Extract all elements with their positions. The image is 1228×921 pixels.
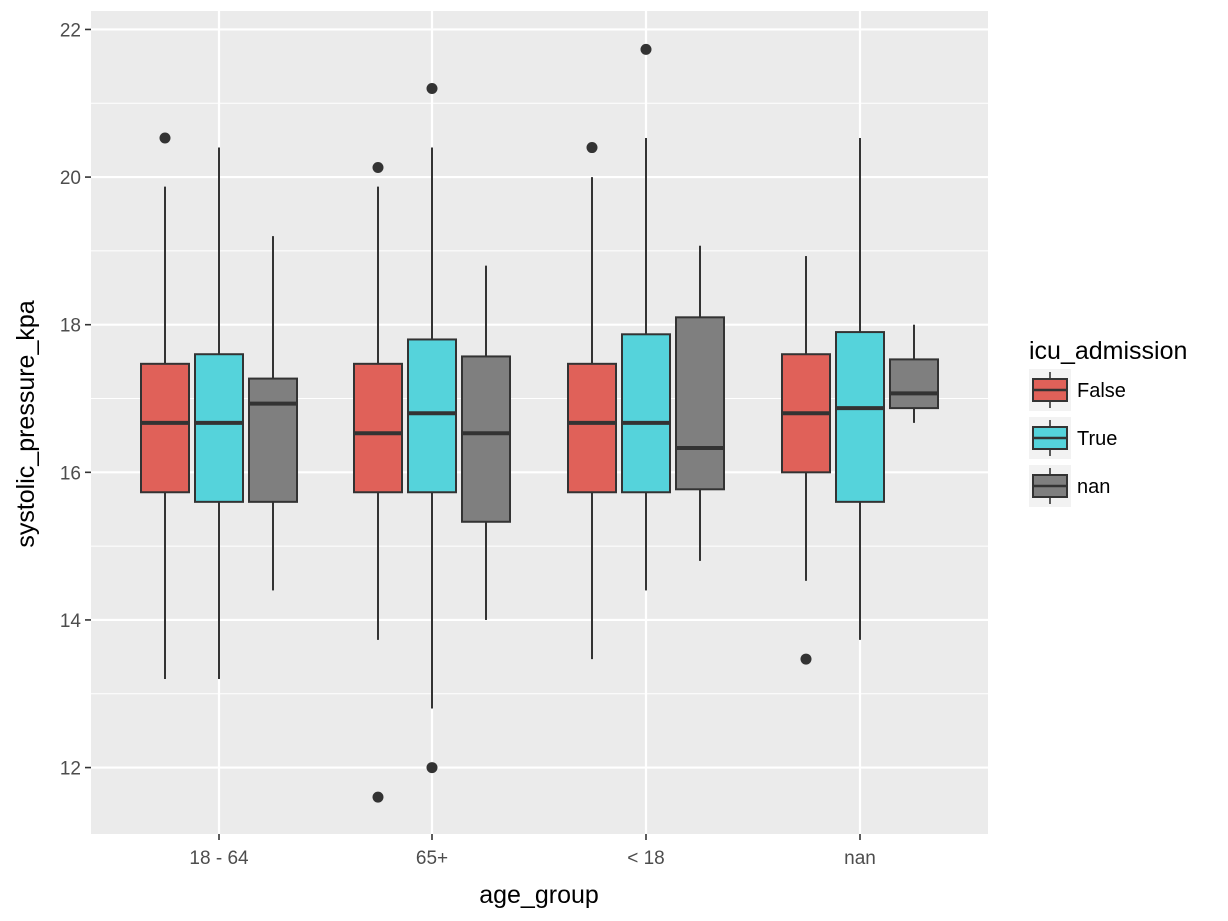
x-tick-label: nan	[844, 848, 876, 869]
box-False-nan	[781, 256, 831, 665]
box-body	[407, 338, 457, 494]
box-False-< 18	[567, 142, 617, 660]
x-tick-label: 65+	[416, 848, 448, 869]
box-nan-65+	[461, 265, 511, 620]
box-nan-18 - 64	[248, 236, 298, 591]
box-body	[140, 362, 190, 494]
boxes	[140, 43, 939, 803]
box-nan-nan	[889, 324, 939, 423]
x-axis-title: age_group	[479, 881, 599, 909]
y-axis-title: systolic_pressure_kpa	[12, 300, 40, 547]
legend-label: nan	[1077, 476, 1110, 498]
legend-label: True	[1077, 428, 1117, 450]
box-body	[461, 355, 511, 523]
outlier-point	[159, 132, 171, 144]
axes: 12 14 16 18 20 22 18 - 64 65+ < 18 nan	[60, 20, 876, 869]
legend: icu_admission False True nan	[1029, 337, 1187, 507]
box-body	[675, 316, 725, 491]
box-body	[567, 362, 617, 494]
y-tick-label: 20	[60, 168, 81, 189]
outlier-point	[800, 653, 812, 665]
box-body	[621, 333, 671, 494]
box-True-< 18	[621, 43, 671, 591]
outlier-point	[640, 43, 652, 55]
box-False-65+	[353, 161, 403, 803]
box-body	[889, 358, 939, 410]
box-body	[353, 362, 403, 494]
y-tick-label: 14	[60, 611, 82, 632]
y-tick-label: 18	[60, 316, 81, 337]
legend-title: icu_admission	[1029, 337, 1187, 365]
box-True-18 - 64	[194, 147, 244, 679]
box-body	[835, 331, 885, 503]
outlier-point	[426, 762, 438, 774]
outlier-point	[586, 142, 598, 154]
x-tick-label: < 18	[627, 848, 665, 869]
box-body	[248, 377, 298, 503]
box-True-65+	[407, 83, 457, 774]
y-tick-label: 12	[60, 759, 81, 780]
y-tick-label: 22	[60, 20, 81, 41]
box-body	[194, 353, 244, 503]
legend-label: False	[1077, 380, 1126, 402]
box-nan-< 18	[675, 245, 725, 561]
outlier-point	[372, 791, 384, 803]
outlier-point	[426, 83, 438, 95]
legend-item-nan: nan	[1029, 465, 1110, 507]
box-False-18 - 64	[140, 132, 190, 679]
outlier-point	[372, 161, 384, 173]
x-tick-label: 18 - 64	[189, 848, 249, 869]
box-True-nan	[835, 137, 885, 640]
legend-item-False: False	[1029, 369, 1126, 411]
y-tick-label: 16	[60, 463, 81, 484]
legend-item-True: True	[1029, 417, 1117, 459]
